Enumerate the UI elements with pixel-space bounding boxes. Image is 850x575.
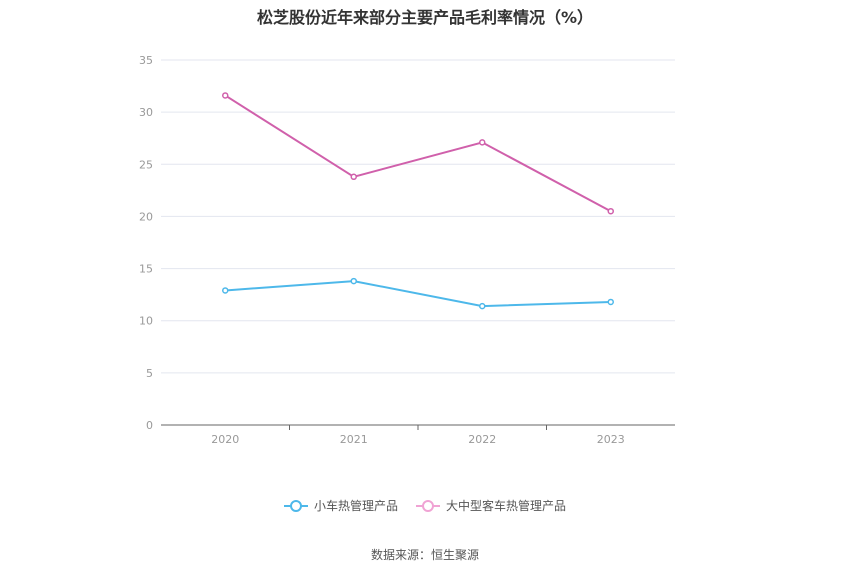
data-point[interactable] (222, 92, 229, 99)
y-tick-label: 5 (146, 367, 153, 380)
data-point[interactable] (350, 277, 357, 285)
x-tick-label: 2021 (340, 433, 368, 446)
y-tick-label: 35 (139, 54, 153, 67)
legend-marker-icon (416, 499, 440, 512)
data-point[interactable] (607, 207, 614, 215)
y-tick-label: 15 (139, 263, 153, 276)
legend-marker-icon (283, 499, 308, 512)
y-tick-label: 10 (139, 315, 153, 328)
legend-label: 小车热管理产品 (313, 499, 398, 513)
legend-item-small-vehicle[interactable]: 小车热管理产品 (283, 497, 398, 514)
data-point[interactable] (607, 298, 614, 306)
chart-title: 松芝股份近年来部分主要产品毛利率情况（%） (256, 8, 594, 27)
series-line-1 (224, 94, 612, 213)
legend-item-bus[interactable]: 大中型客车热管理产品 (416, 497, 566, 514)
y-tick-label: 0 (146, 419, 153, 432)
y-tick-label: 20 (139, 210, 153, 223)
data-point[interactable] (222, 287, 229, 294)
y-tick-label: 30 (139, 106, 153, 119)
data-point[interactable] (479, 302, 486, 310)
series-line-0 (225, 280, 611, 308)
axis-layer: 0 5 10 15 20 25 30 35 2020 2021 2022 2023 (139, 54, 675, 446)
data-point[interactable] (479, 139, 486, 146)
x-tick-label: 2020 (211, 433, 239, 446)
legend-label: 大中型客车热管理产品 (446, 499, 567, 513)
source-note: 数据来源：恒生聚源 (370, 548, 479, 562)
x-tick-label: 2023 (597, 433, 625, 446)
legend: 小车热管理产品 大中型客车热管理产品 (0, 497, 850, 514)
data-point[interactable] (350, 173, 357, 181)
x-tick-label: 2022 (468, 433, 496, 446)
y-tick-label: 25 (139, 158, 153, 171)
series-layer (222, 92, 614, 310)
grid-layer (161, 59, 675, 374)
